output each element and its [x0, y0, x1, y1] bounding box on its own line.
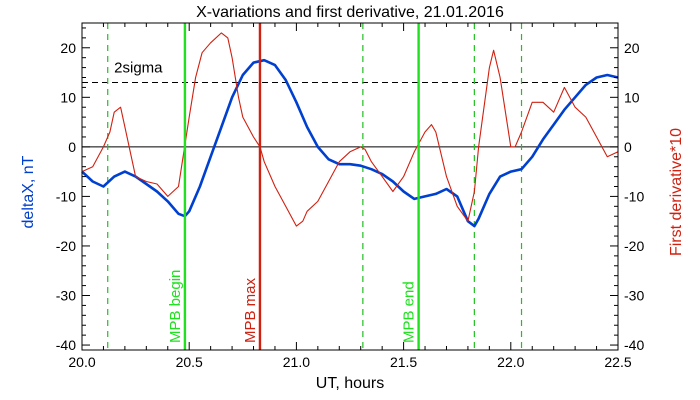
chart-title: X-variations and first derivative, 21.01… [196, 4, 504, 21]
x-tick-label-0: 20.0 [68, 354, 95, 370]
y-tick-label-left-5: -30 [56, 288, 76, 304]
x-tick-label-5: 22.5 [604, 354, 631, 370]
x-tick-label-1: 20.5 [176, 354, 203, 370]
y-tick-label-right-0: 20 [624, 40, 640, 56]
y-tick-label-right-2: 0 [624, 139, 632, 155]
y-tick-label-left-4: -20 [56, 238, 76, 254]
sigma-label: 2sigma [114, 59, 163, 76]
y-tick-label-right-1: 10 [624, 89, 640, 105]
series-line-0 [81, 58, 619, 228]
marker-label-1: MPB max [242, 277, 259, 343]
y-tick-label-right-4: -20 [624, 238, 644, 254]
series-layer [81, 32, 619, 228]
y-tick-label-left-3: -10 [56, 188, 76, 204]
x-tick-label-2: 21.0 [283, 354, 310, 370]
marker-label-2: MPB end [401, 281, 418, 343]
grid-layer [82, 23, 618, 350]
y-tick-label-left-6: -40 [56, 337, 76, 353]
y-axis-label-right: First derivative*10 [668, 128, 685, 256]
axes-layer [81, 22, 619, 351]
y-axis-label-left: deltaX, nT [20, 155, 37, 228]
y-tick-label-left-0: 20 [60, 40, 76, 56]
y-tick-label-left-1: 10 [60, 89, 76, 105]
series-line-1 [81, 32, 619, 227]
y-tick-label-right-5: -30 [624, 288, 644, 304]
x-axis-label: UT, hours [316, 375, 384, 392]
x-tick-label-4: 22.0 [497, 354, 524, 370]
text-layer: 2sigma MPB begin MPB max MPB end 20.0 20.5 21.… [20, 4, 685, 392]
y-tick-label-right-6: -40 [624, 337, 644, 353]
marker-label-0: MPB begin [167, 270, 184, 343]
y-tick-label-right-3: -10 [624, 188, 644, 204]
x-tick-label-3: 21.5 [390, 354, 417, 370]
y-tick-label-left-2: 0 [68, 139, 76, 155]
markers-layer [183, 23, 420, 350]
